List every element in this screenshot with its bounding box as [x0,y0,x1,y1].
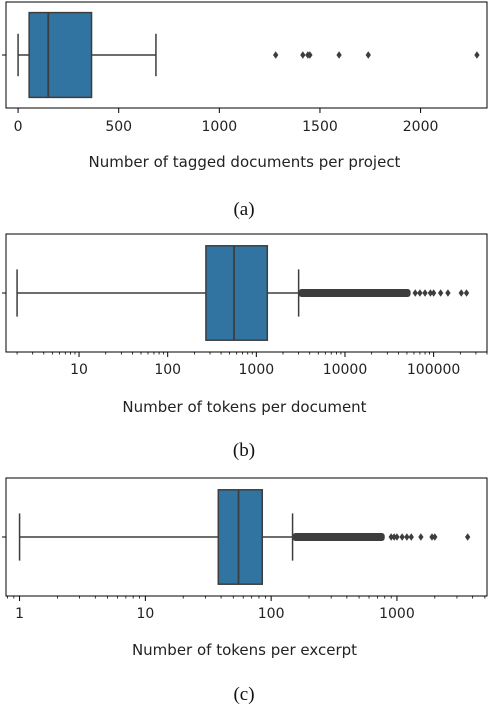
panel-a: 0 500 1000 1500 2000 Number of tagged documen… [2,1,488,220]
panel-caption: (a) [233,199,254,220]
outlier-point [445,289,451,297]
outlier-band [292,533,385,541]
panel-caption: (b) [233,440,255,461]
outlier-point [429,533,435,541]
outlier-point [408,533,414,541]
outlier-point [412,289,418,297]
x-axis-label: Number of tokens per document [122,398,366,416]
x-tick-label: 1000 [202,119,238,135]
x-tick-label: 0 [14,119,23,135]
x-tick-label: 1000 [379,606,415,622]
x-tick-label: 1500 [302,119,338,135]
outlier-point [422,289,428,297]
outlier-point [336,51,342,59]
outlier-point [474,51,480,59]
outlier-point [399,533,405,541]
outlier-point [388,533,394,541]
x-tick-label: 10000 [323,362,368,378]
outlier-band [298,289,411,297]
outlier-point [417,289,423,297]
outlier-point [404,533,410,541]
x-tick-label: 100 [154,362,181,378]
outlier-point [391,533,397,541]
iqr-box [217,489,264,585]
outlier-point [437,289,444,297]
outlier-point [463,289,470,297]
outlier-point [300,51,306,59]
outlier-point [365,51,371,59]
outlier-point [427,289,434,297]
x-tick-label: 1000 [239,362,275,378]
x-tick-label: 1 [15,606,24,622]
x-tick-label: 100 [258,606,285,622]
x-tick-label: 10 [136,606,154,622]
x-axis-label: Number of tagged documents per project [89,153,401,171]
x-tick-label: 100000 [407,362,460,378]
outlier-point [465,533,471,541]
outlier-point [458,289,464,297]
iqr-box [205,245,269,341]
outlier-point [273,51,279,59]
x-tick-label: 500 [105,119,132,135]
outlier-point [418,533,424,541]
x-tick-label: 2000 [403,119,439,135]
outlier-point [394,533,400,541]
outlier-point [432,533,438,541]
x-axis-label: Number of tokens per excerpt [132,641,357,659]
panel-caption: (c) [233,684,254,705]
outlier-point [430,289,437,297]
outlier-point [307,51,313,59]
iqr-box [28,11,93,99]
x-tick-label: 10 [70,362,88,378]
panel-c: 1 10 100 1000 Number of tokens per excerpt (c… [2,477,488,705]
panel-b: 10 100 1000 10000 100000 Number of tokens per… [2,233,488,461]
